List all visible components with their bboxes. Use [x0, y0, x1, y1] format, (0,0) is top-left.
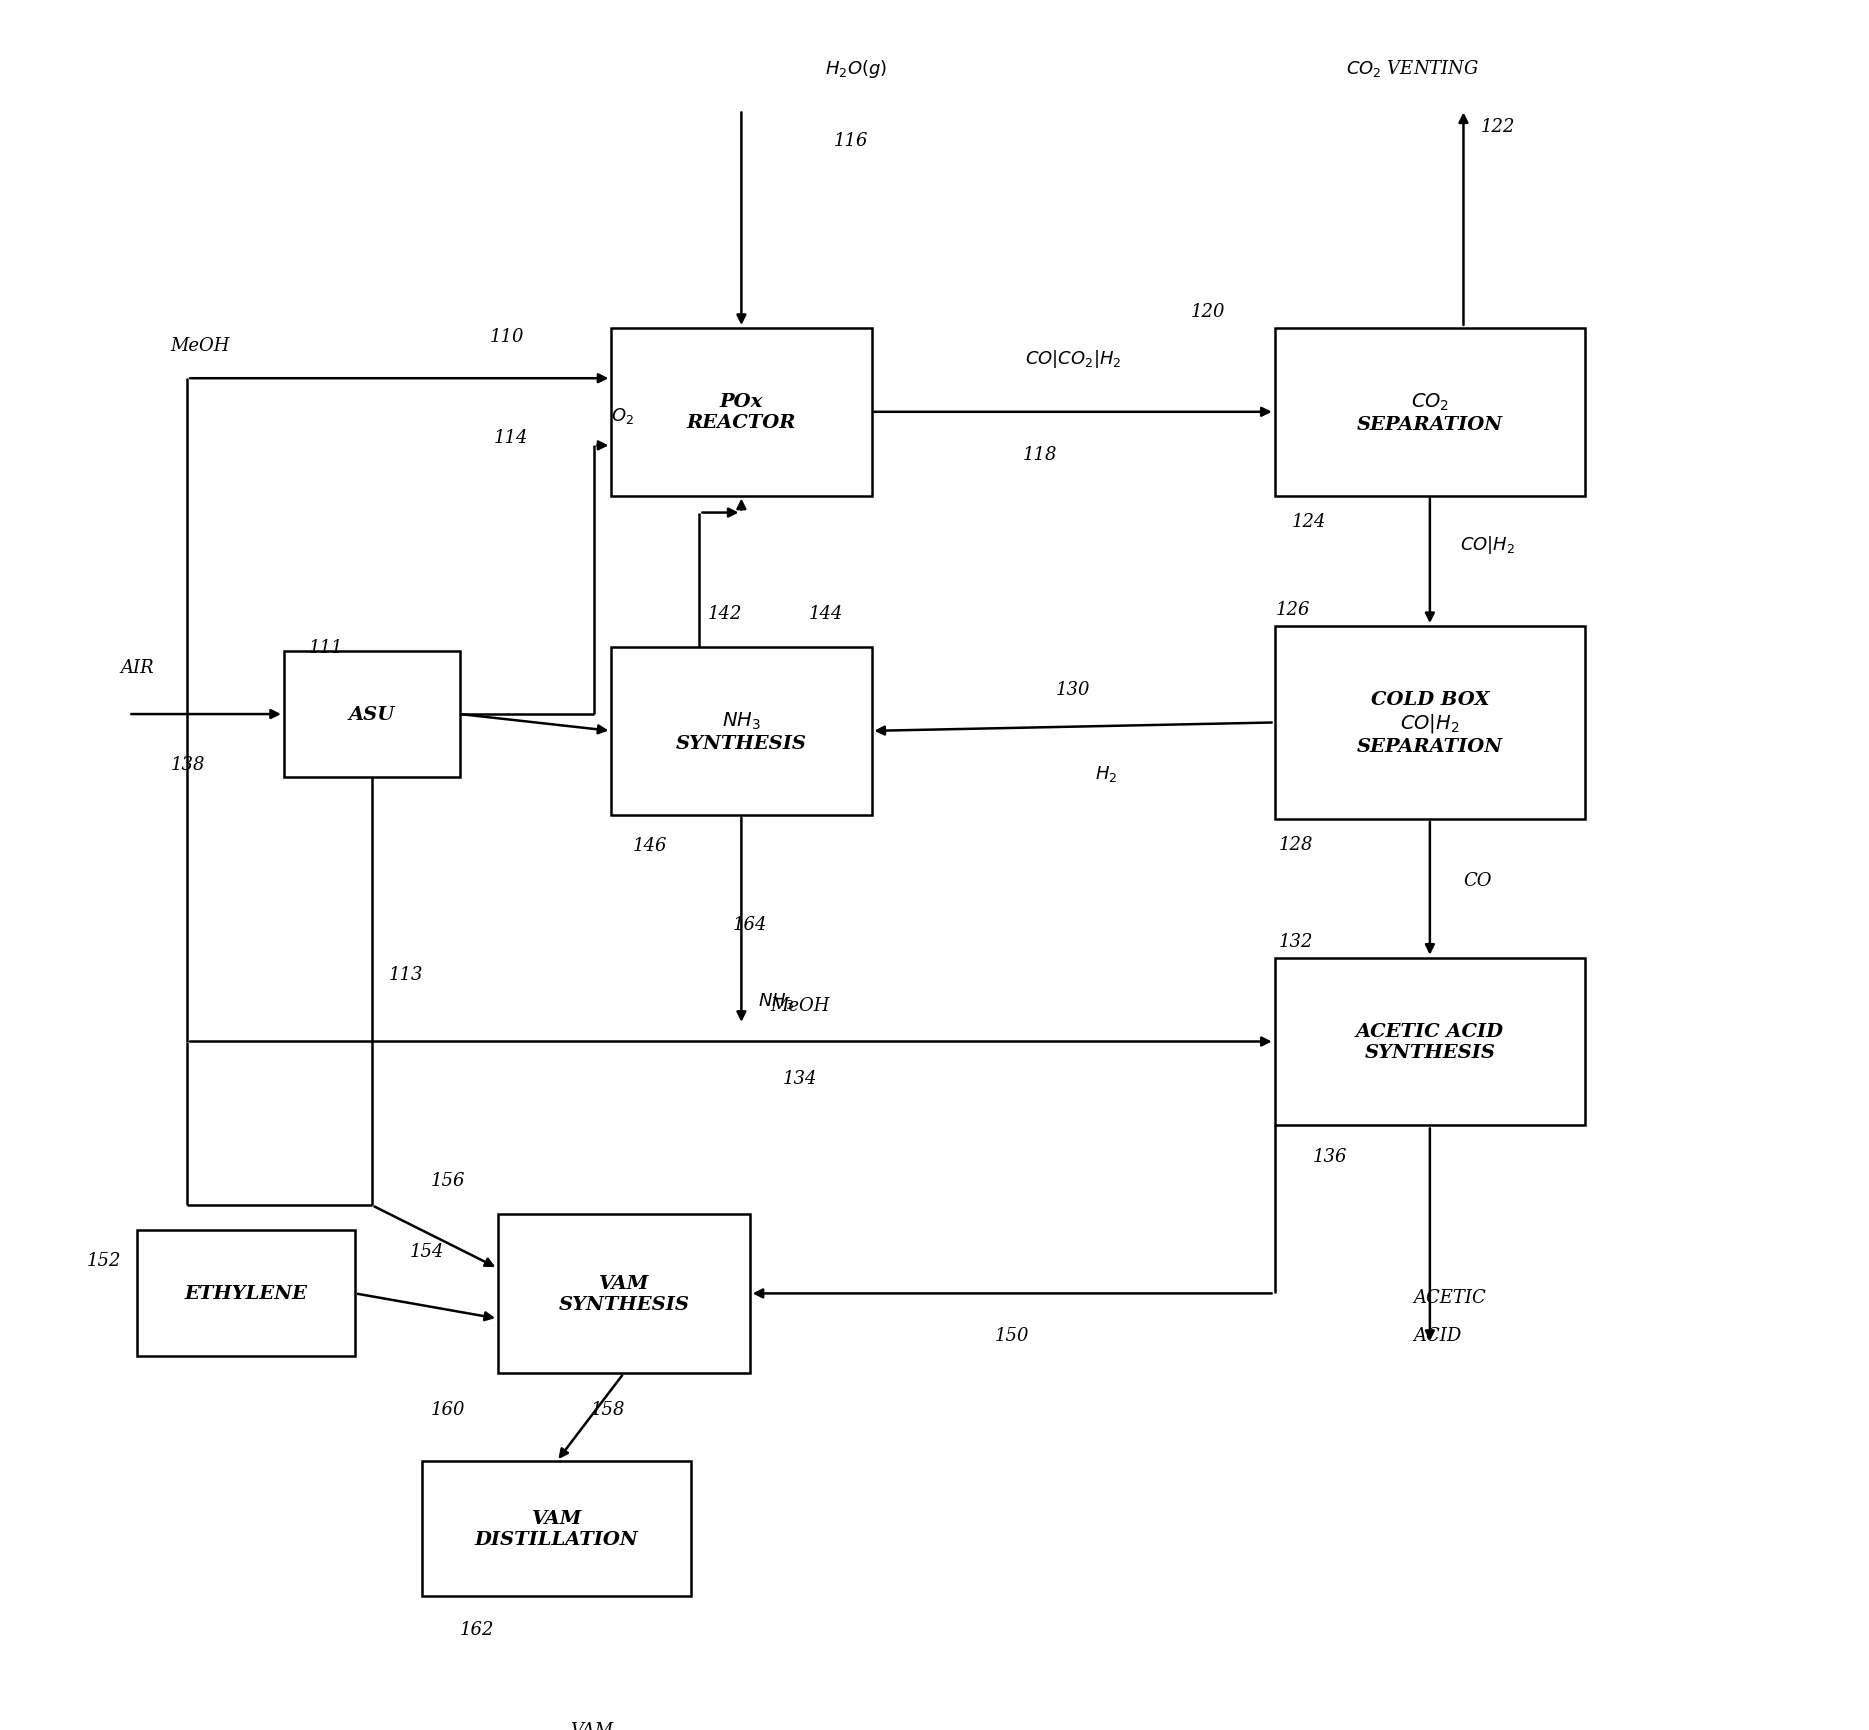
Text: 118: 118 [1022, 446, 1058, 464]
Text: 144: 144 [809, 606, 843, 623]
Text: $H_2$: $H_2$ [1095, 763, 1118, 784]
Text: 110: 110 [490, 329, 523, 346]
Text: MeOH: MeOH [770, 996, 830, 1014]
Text: VAM: VAM [570, 1721, 613, 1730]
Text: VAM
DISTILLATION: VAM DISTILLATION [475, 1509, 639, 1548]
Text: $NH_3$
SYNTHESIS: $NH_3$ SYNTHESIS [677, 711, 807, 753]
Text: 160: 160 [430, 1400, 465, 1419]
Text: 136: 136 [1312, 1147, 1348, 1164]
Text: VAM
SYNTHESIS: VAM SYNTHESIS [559, 1275, 690, 1313]
Text: 164: 164 [733, 915, 768, 934]
Text: 134: 134 [783, 1069, 817, 1088]
Text: MeOH: MeOH [170, 336, 230, 355]
Text: 138: 138 [170, 756, 206, 773]
Text: 130: 130 [1056, 680, 1090, 699]
Text: $CO_2$
SEPARATION: $CO_2$ SEPARATION [1357, 391, 1503, 434]
Text: 154: 154 [409, 1242, 443, 1261]
Text: ACID: ACID [1413, 1327, 1462, 1344]
Text: CO: CO [1463, 872, 1491, 889]
Bar [611, 647, 871, 815]
Text: $O_2$: $O_2$ [611, 407, 634, 426]
Text: 126: 126 [1275, 600, 1310, 619]
Text: 150: 150 [994, 1327, 1030, 1344]
Bar [611, 329, 871, 497]
Text: $CO_2$ VENTING: $CO_2$ VENTING [1346, 59, 1478, 80]
Text: $NH_3$: $NH_3$ [759, 990, 794, 1010]
Bar [284, 652, 460, 777]
Text: 113: 113 [389, 965, 422, 984]
Bar [136, 1230, 355, 1356]
Text: COLD BOX
$CO|H_2$
SEPARATION: COLD BOX $CO|H_2$ SEPARATION [1357, 690, 1503, 756]
Text: 124: 124 [1291, 512, 1327, 531]
Text: ETHYLENE: ETHYLENE [185, 1285, 308, 1303]
Text: 111: 111 [308, 638, 344, 656]
Text: AIR: AIR [120, 659, 153, 676]
Text: 162: 162 [460, 1621, 493, 1638]
Text: 156: 156 [430, 1171, 465, 1189]
Text: 132: 132 [1278, 932, 1314, 950]
Bar [497, 1214, 749, 1374]
Text: 142: 142 [708, 606, 742, 623]
Text: 158: 158 [591, 1400, 624, 1419]
Bar [1275, 626, 1585, 820]
Text: 122: 122 [1480, 118, 1514, 137]
Text: ACETIC: ACETIC [1413, 1289, 1486, 1306]
Text: POx
REACTOR: POx REACTOR [686, 393, 796, 432]
Text: $CO|H_2$: $CO|H_2$ [1460, 535, 1516, 555]
Text: 146: 146 [632, 837, 667, 855]
Text: 120: 120 [1191, 303, 1224, 320]
Text: 116: 116 [834, 131, 869, 151]
Text: ASU: ASU [350, 706, 394, 723]
Text: 152: 152 [86, 1251, 121, 1270]
Bar [1275, 329, 1585, 497]
Text: ACETIC ACID
SYNTHESIS: ACETIC ACID SYNTHESIS [1355, 1022, 1505, 1060]
Text: 114: 114 [493, 429, 529, 446]
Text: $CO|CO_2|H_2$: $CO|CO_2|H_2$ [1024, 348, 1121, 370]
Text: $H_2O(g)$: $H_2O(g)$ [826, 57, 888, 80]
Bar [422, 1462, 692, 1595]
Bar [1275, 958, 1585, 1126]
Text: 128: 128 [1278, 836, 1314, 853]
